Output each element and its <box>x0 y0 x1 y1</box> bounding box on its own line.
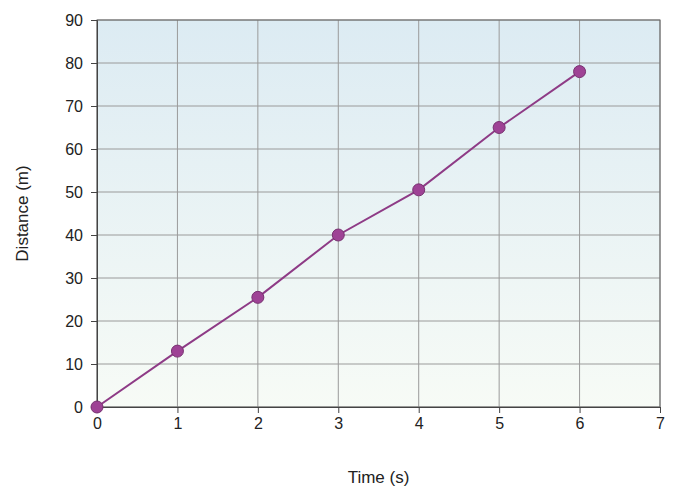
x-tick-label: 1 <box>173 415 182 432</box>
y-tick: 50 <box>65 184 97 201</box>
x-tick-mark <box>258 407 259 413</box>
y-axis: 0 10 20 30 40 50 60 70 80 90 <box>65 12 97 416</box>
x-tick: 6 <box>576 407 585 432</box>
y-tick-label: 90 <box>65 12 83 29</box>
y-tick-mark <box>91 278 97 279</box>
line <box>97 72 580 407</box>
y-tick: 60 <box>65 141 97 158</box>
x-tick-label: 4 <box>415 415 424 432</box>
plot: 012345670102030405060708090 <box>65 12 665 433</box>
y-tick-label: 10 <box>65 356 83 373</box>
y-tick-mark <box>91 192 97 193</box>
x-axis-line <box>98 408 661 414</box>
data-point <box>332 229 344 241</box>
data-point <box>171 345 183 357</box>
y-tick-mark <box>91 63 97 64</box>
plot-background <box>97 20 660 407</box>
y-axis-title: Distance (m) <box>13 165 32 261</box>
x-axis: 0 1 2 3 4 5 6 7 <box>93 407 665 432</box>
x-tick: 7 <box>656 407 665 432</box>
x-tick-label: 3 <box>334 415 343 432</box>
y-tick-label: 50 <box>65 184 83 201</box>
y-axis-line <box>91 21 98 408</box>
data-point <box>252 291 264 303</box>
grid-line <box>97 321 660 322</box>
x-tick-label: 6 <box>576 415 585 432</box>
x-tick-mark <box>499 407 500 413</box>
grid-line <box>418 20 419 407</box>
grid-line <box>499 20 500 407</box>
data-point <box>574 66 586 78</box>
x-tick-label: 5 <box>495 415 504 432</box>
y-tick: 40 <box>65 227 97 244</box>
x-tick-label: 2 <box>254 415 263 432</box>
x-tick-mark <box>580 407 581 413</box>
data-point <box>413 184 425 196</box>
grid-line <box>338 20 339 407</box>
x-tick-label: 0 <box>93 415 102 432</box>
x-tick-mark <box>419 407 420 413</box>
grid-line <box>97 106 660 107</box>
y-tick-label: 30 <box>65 270 83 287</box>
grid-line <box>97 149 660 150</box>
x-tick: 4 <box>415 407 424 432</box>
y-tick-label: 40 <box>65 227 83 244</box>
grid-line <box>97 235 660 236</box>
grid-line <box>97 278 660 279</box>
x-tick-mark <box>338 407 339 413</box>
x-tick: 5 <box>495 407 504 432</box>
y-tick-mark <box>91 20 97 21</box>
y-tick: 80 <box>65 55 97 72</box>
y-tick-mark <box>91 364 97 365</box>
y-tick-mark <box>91 321 97 322</box>
y-tick-label: 70 <box>65 98 83 115</box>
plot-frame <box>97 20 660 407</box>
y-tick-label: 20 <box>65 313 83 330</box>
grid-line <box>97 364 660 365</box>
y-tick: 20 <box>65 313 97 330</box>
x-axis-title: Time (s) <box>348 468 410 487</box>
marks <box>91 66 586 413</box>
x-tick-mark <box>177 407 178 413</box>
data-point <box>91 401 103 413</box>
x-tick: 2 <box>254 407 263 432</box>
y-tick-mark <box>91 106 97 107</box>
y-tick: 90 <box>65 12 97 29</box>
grid-line <box>97 63 660 64</box>
y-tick-label: 80 <box>65 55 83 72</box>
data-point <box>493 122 505 134</box>
y-tick-label: 0 <box>74 399 83 416</box>
y-tick: 70 <box>65 98 97 115</box>
y-tick-mark <box>91 235 97 236</box>
y-tick-mark <box>91 149 97 150</box>
grid-line <box>97 192 660 193</box>
x-tick-label: 7 <box>656 415 665 432</box>
y-tick: 30 <box>65 270 97 287</box>
x-tick: 3 <box>334 407 343 432</box>
grid-line <box>257 20 258 407</box>
x-tick: 1 <box>173 407 182 432</box>
x-tick-mark <box>660 407 661 413</box>
y-tick: 10 <box>65 356 97 373</box>
chart: 012345670102030405060708090Time (s)Dista… <box>0 0 675 495</box>
grid <box>97 20 660 407</box>
y-tick-label: 60 <box>65 141 83 158</box>
